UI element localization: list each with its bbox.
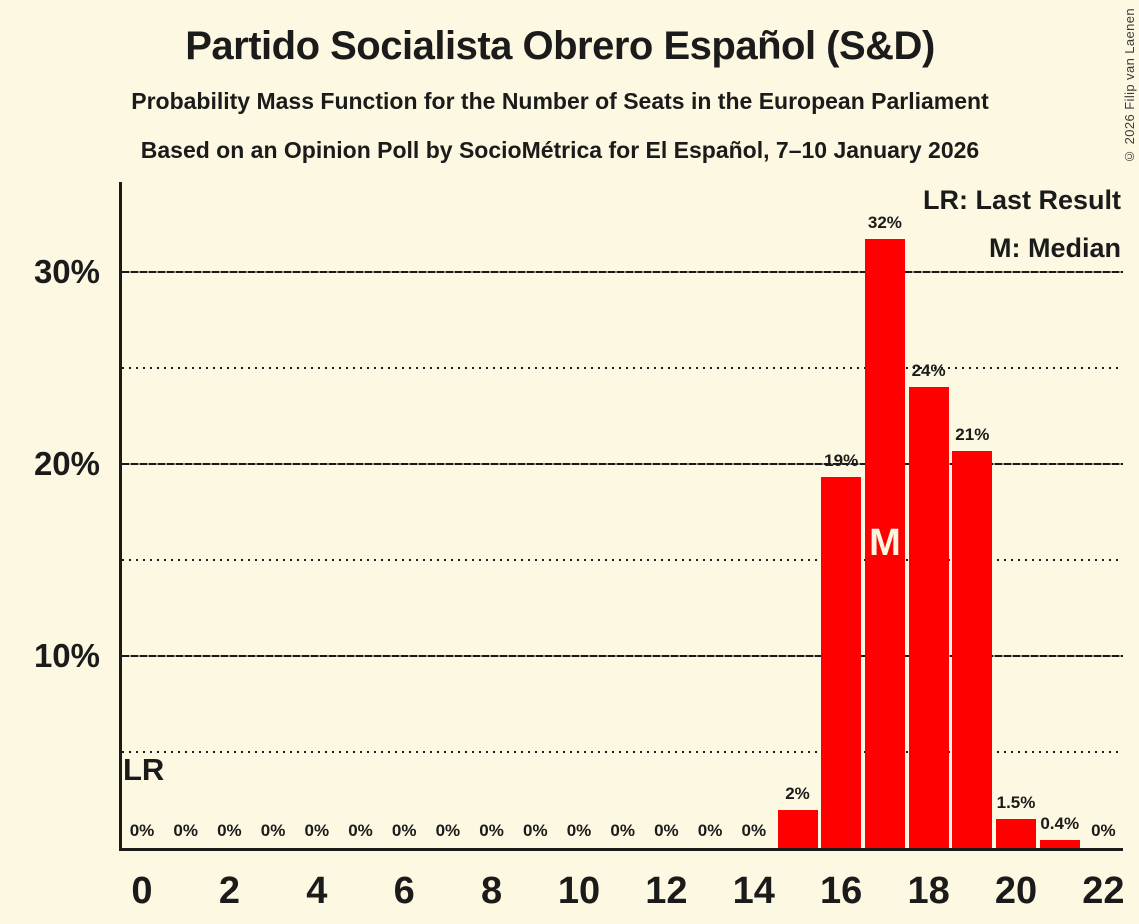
x-tick-label-18: 18: [907, 870, 950, 912]
median-marker: M: [869, 522, 901, 564]
bar-value-label-seat-10: 0%: [566, 821, 592, 840]
y-tick-label-20pct: 20%: [33, 445, 100, 482]
bar-seat-20: [996, 819, 1036, 848]
bar-value-label-seat-22: 0%: [1091, 821, 1116, 840]
gridline-dotted-15pct: [122, 559, 1123, 561]
gridline-dotted-25pct: [122, 367, 1123, 369]
x-tick-label-12: 12: [645, 870, 688, 912]
bar-value-label-seat-1: 0%: [173, 821, 198, 840]
x-tick-label-10: 10: [557, 870, 601, 912]
bar-value-label-seat-14: 0%: [741, 821, 767, 840]
chart-subtitle-poll-type: Probability Mass Function for the Number…: [131, 88, 989, 114]
bar-value-label-seat-8: 0%: [479, 821, 504, 840]
legend-last-result: LR: Last Result: [922, 185, 1121, 215]
bar-seat-15: [777, 809, 818, 848]
last-result-marker: LR: [123, 752, 165, 787]
bar-value-label-seat-13: 0%: [697, 821, 723, 840]
copyright-notice: © 2026 Filip van Laenen: [1122, 8, 1137, 164]
gridline-dotted-5pct: [122, 751, 1123, 753]
gridline-solid-30pct: [122, 271, 1123, 273]
bar-seat-18: [908, 387, 949, 848]
gridline-solid-10pct: [122, 655, 1123, 657]
bar-value-label-seat-16: 19%: [824, 451, 859, 471]
x-tick-label-2: 2: [218, 870, 240, 912]
legend: LR: Last Result M: Median: [923, 176, 1121, 272]
bar-value-label-seat-5: 0%: [348, 821, 373, 840]
bar-value-label-seat-6: 0%: [391, 821, 417, 840]
chart-subtitle-poll-source: Based on an Opinion Poll by SocioMétrica…: [140, 137, 980, 163]
bar-value-label-seat-3: 0%: [260, 821, 286, 840]
x-tick-label-22: 22: [1082, 870, 1125, 912]
bar-seat-21: [1039, 840, 1080, 848]
legend-median: M: Median: [989, 233, 1121, 263]
y-tick-label-30pct: 30%: [33, 253, 100, 290]
plot-area: LR: Last Result M: Median LR 0% 0% 0% 0% 0% 0…: [34, 182, 1125, 912]
bar-value-label-seat-20: 1.5%: [996, 793, 1036, 813]
bar-value-label-seat-0: 0%: [129, 821, 155, 840]
x-tick-label-0: 0: [131, 870, 153, 912]
bar-value-label-seat-21: 0.4%: [1040, 814, 1080, 834]
x-tick-label-8: 8: [481, 870, 503, 912]
x-tick-label-4: 4: [306, 870, 328, 912]
y-tick-label-10pct: 10%: [33, 637, 100, 674]
bar-value-label-seat-18: 24%: [911, 361, 946, 381]
bar-value-label-seat-11: 0%: [610, 821, 635, 840]
bar-value-label-seat-7: 0%: [435, 821, 461, 840]
bar-value-label-seat-19: 21%: [955, 424, 990, 444]
chart-title: Partido Socialista Obrero Español (S&D): [185, 24, 935, 68]
x-tick-label-16: 16: [820, 870, 863, 912]
x-tick-label-14: 14: [732, 870, 775, 912]
bar-value-label-seat-17: 32%: [867, 213, 902, 233]
bar-seat-16: [821, 477, 862, 848]
bar-value-label-seat-2: 0%: [217, 821, 242, 840]
x-tick-label-20: 20: [994, 870, 1038, 912]
bar-seat-19: [952, 450, 993, 848]
bar-value-label-seat-15: 2%: [785, 783, 810, 803]
gridline-solid-20pct: [122, 463, 1123, 465]
bar-value-label-seat-12: 0%: [654, 821, 679, 840]
bar-seat-17: [864, 239, 905, 848]
x-tick-label-6: 6: [393, 870, 415, 912]
bar-value-label-seat-4: 0%: [304, 821, 330, 840]
bar-value-label-seat-9: 0%: [523, 821, 548, 840]
